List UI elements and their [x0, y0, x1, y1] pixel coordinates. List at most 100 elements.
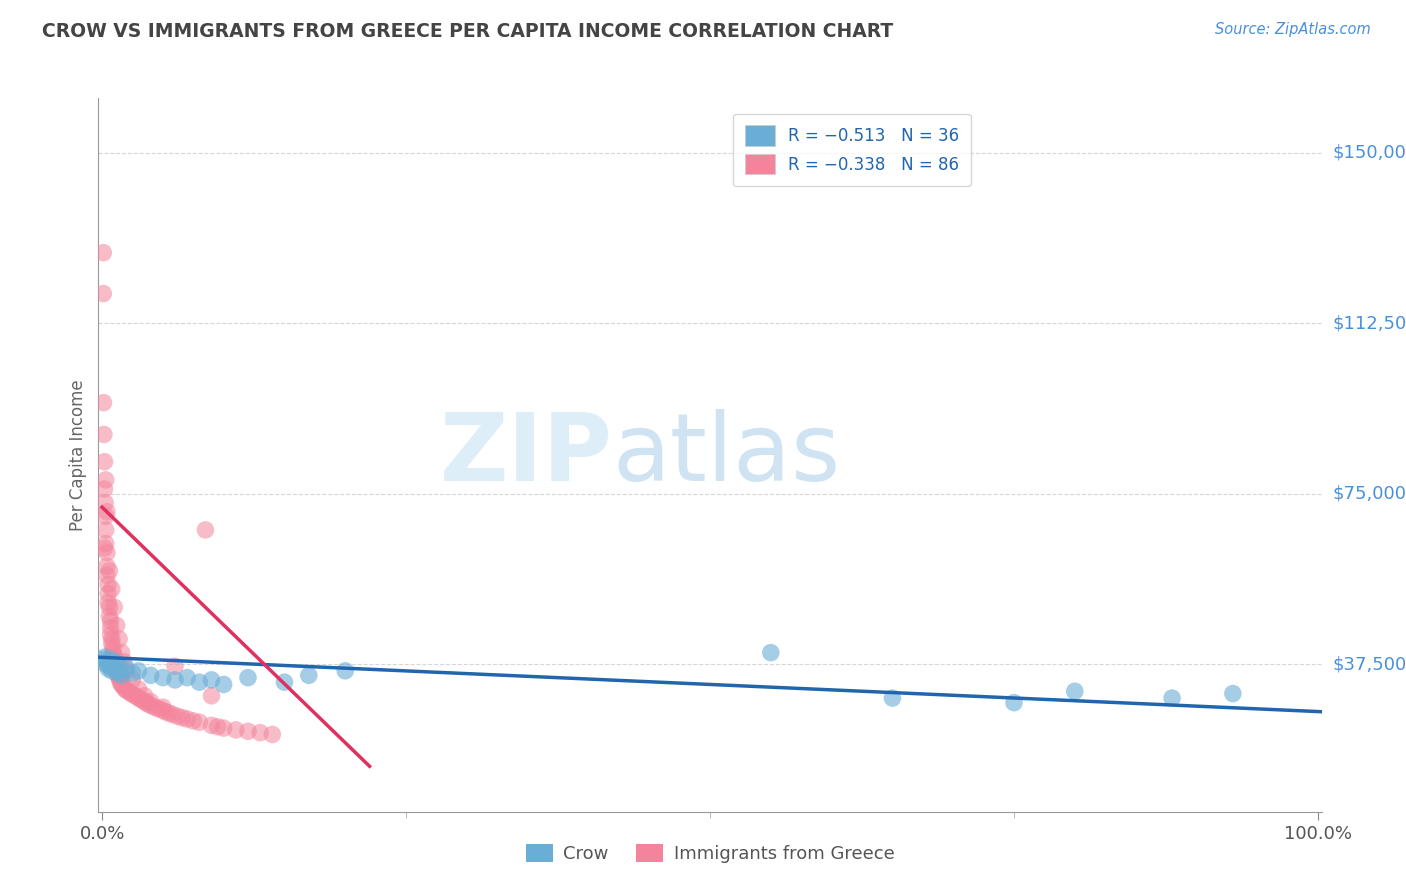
Point [134, 689, 156, 703]
Point [212, 721, 235, 735]
Point [112, 655, 135, 669]
Point [101, 636, 124, 650]
Point [93, 395, 115, 409]
Y-axis label: Per Capita Income: Per Capita Income [69, 379, 87, 531]
Point [105, 657, 128, 671]
Point [882, 691, 904, 706]
Point [105, 664, 128, 678]
Point [139, 698, 162, 713]
Point [225, 723, 247, 737]
Point [97, 586, 120, 600]
Text: Source: ZipAtlas.com: Source: ZipAtlas.com [1215, 22, 1371, 37]
Point [114, 681, 136, 696]
Point [103, 649, 125, 664]
Point [98, 564, 121, 578]
Point [105, 661, 128, 675]
Point [146, 701, 169, 715]
Point [110, 668, 132, 682]
Point [194, 523, 217, 537]
Point [115, 661, 138, 675]
Point [101, 582, 124, 596]
Point [200, 689, 222, 703]
Point [94, 473, 117, 487]
Text: atlas: atlas [612, 409, 841, 501]
Point [207, 720, 229, 734]
Point [143, 700, 166, 714]
Text: ZIP: ZIP [439, 409, 612, 501]
Point [128, 691, 150, 706]
Point [115, 664, 138, 678]
Point [1222, 687, 1244, 701]
Point [100, 627, 122, 641]
Point [155, 705, 177, 719]
Point [107, 666, 129, 681]
Point [104, 656, 127, 670]
Point [104, 658, 127, 673]
Point [91, 652, 114, 666]
Point [96, 546, 118, 560]
Point [98, 609, 121, 624]
Point [96, 655, 118, 669]
Point [135, 696, 157, 710]
Point [1002, 696, 1025, 710]
Point [200, 718, 222, 732]
Point [120, 687, 142, 701]
Point [101, 632, 124, 646]
Point [1161, 691, 1184, 706]
Point [94, 509, 117, 524]
Text: $37,500: $37,500 [1333, 655, 1406, 673]
Point [93, 541, 115, 555]
Point [200, 673, 222, 687]
Point [101, 659, 124, 673]
Point [759, 646, 782, 660]
Point [163, 659, 186, 673]
Point [115, 683, 138, 698]
Point [110, 677, 132, 691]
Point [100, 621, 122, 635]
Point [103, 600, 125, 615]
Point [166, 709, 188, 723]
Point [236, 724, 259, 739]
Point [152, 700, 174, 714]
Point [112, 680, 135, 694]
Point [93, 482, 115, 496]
Point [91, 286, 114, 301]
Point [105, 618, 128, 632]
Point [181, 714, 204, 728]
Point [97, 596, 120, 610]
Point [236, 671, 259, 685]
Point [107, 666, 129, 681]
Point [163, 673, 186, 687]
Point [110, 675, 132, 690]
Point [139, 695, 162, 709]
Point [188, 715, 211, 730]
Point [101, 664, 124, 678]
Point [150, 703, 173, 717]
Point [93, 455, 115, 469]
Point [93, 650, 115, 665]
Point [110, 646, 132, 660]
Point [172, 711, 194, 725]
Point [335, 664, 357, 678]
Point [125, 690, 148, 704]
Point [118, 684, 141, 698]
Point [100, 614, 122, 628]
Point [108, 632, 131, 646]
Point [139, 668, 162, 682]
Point [100, 652, 122, 666]
Point [103, 652, 125, 666]
Point [97, 661, 120, 675]
Point [101, 646, 124, 660]
Text: $150,000: $150,000 [1333, 144, 1406, 161]
Point [96, 505, 118, 519]
Point [94, 657, 117, 671]
Point [136, 697, 159, 711]
Point [128, 681, 150, 696]
Point [129, 692, 152, 706]
Text: $112,500: $112,500 [1333, 314, 1406, 332]
Point [94, 523, 117, 537]
Legend: Crow, Immigrants from Greece: Crow, Immigrants from Greece [519, 837, 901, 871]
Point [162, 707, 184, 722]
Point [298, 668, 321, 682]
Point [96, 568, 118, 582]
